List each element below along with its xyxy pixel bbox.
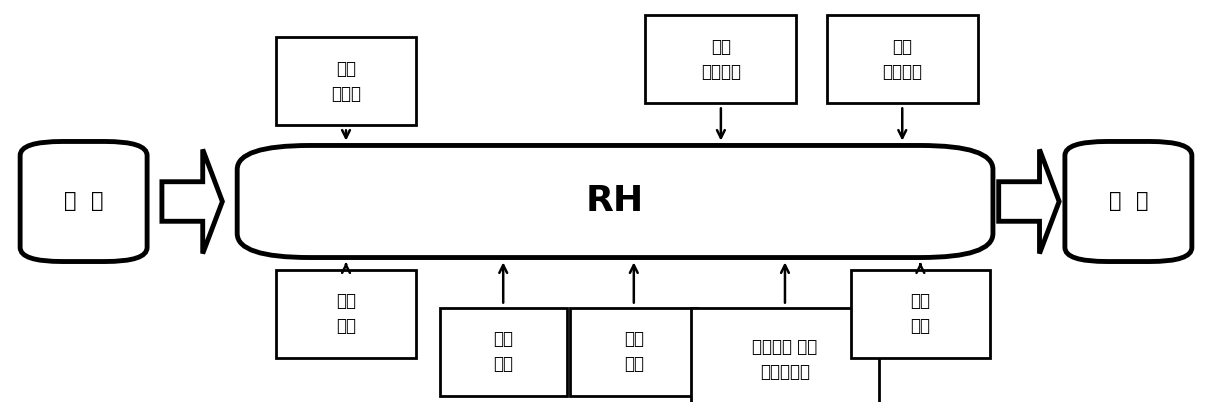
- Bar: [440, 307, 567, 396]
- Bar: [691, 307, 879, 403]
- Text: 转  炉: 转 炉: [64, 191, 103, 212]
- Bar: [827, 15, 978, 104]
- FancyBboxPatch shape: [238, 145, 993, 258]
- Bar: [645, 15, 796, 104]
- Polygon shape: [999, 150, 1059, 253]
- Text: 开始
抄真空: 开始 抄真空: [331, 60, 361, 103]
- Bar: [276, 37, 416, 125]
- Text: RH: RH: [585, 185, 645, 218]
- FancyBboxPatch shape: [1065, 141, 1191, 262]
- Text: 脱碳
结束: 脱碳 结束: [493, 330, 513, 373]
- Bar: [276, 270, 416, 357]
- Text: 复压
结束真空: 复压 结束真空: [882, 38, 922, 81]
- Text: 开始
吹氩: 开始 吹氩: [336, 292, 356, 335]
- Bar: [851, 270, 990, 357]
- Text: 连  铸: 连 铸: [1109, 191, 1148, 212]
- FancyBboxPatch shape: [21, 141, 147, 262]
- Text: 加铝
脱氧: 加铝 脱氧: [624, 330, 644, 373]
- Text: 加入锄铁 鈢铁
鈥铁、碘铁: 加入锄铁 鈢铁 鈥铁、碘铁: [753, 338, 818, 381]
- Text: 结束
吹氩: 结束 吹氩: [910, 292, 931, 335]
- Bar: [571, 307, 697, 396]
- Polygon shape: [162, 150, 222, 253]
- Text: 加入
馔铁合金: 加入 馔铁合金: [701, 38, 741, 81]
